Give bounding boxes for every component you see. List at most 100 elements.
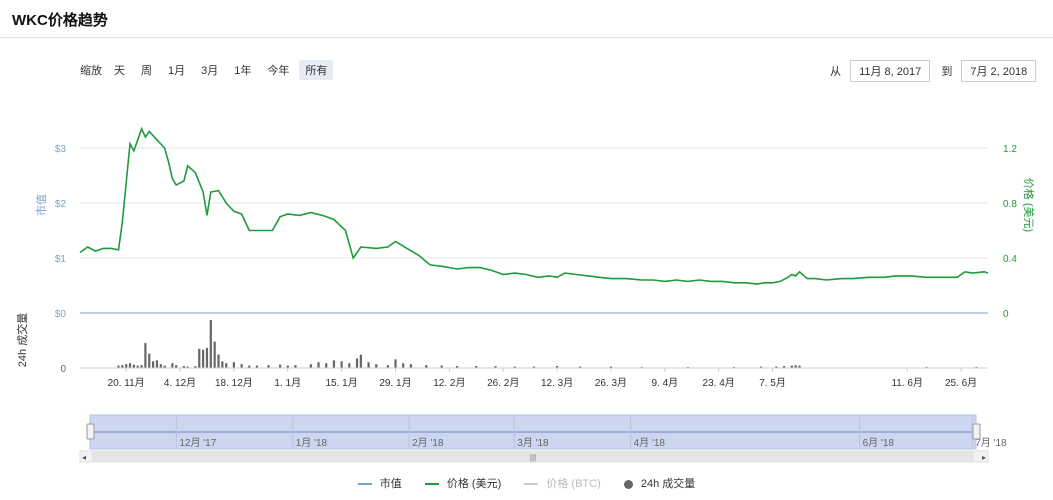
price-chart: $0 $1 $2 $3 市值 0 24h 成交量 0 0.4 0.8 1.2 价格 (美元) 20.… [15, 126, 1036, 463]
volume-bar [198, 348, 201, 368]
zoom-ytd-button[interactable]: 今年 [267, 65, 290, 77]
from-date-input[interactable]: 11月 8, 2017 [850, 60, 931, 82]
volume-bar [609, 366, 613, 368]
volume-bar [232, 362, 235, 368]
volume-bar [798, 365, 801, 368]
scrollbar-thumb[interactable] [92, 452, 974, 461]
volume-bar [782, 366, 786, 368]
volume-bars [80, 320, 988, 369]
volume-bar [117, 365, 120, 368]
volume-bar [267, 365, 270, 368]
navigator-label: 7月 '18 [975, 437, 1007, 449]
zoom-day-button[interactable]: 天 [114, 65, 125, 77]
x-tick-label: 11. 6月 [891, 377, 923, 389]
volume-bar [579, 366, 582, 368]
volume-bar [194, 366, 197, 368]
volume-bar [359, 354, 362, 368]
volume-bar [394, 359, 397, 368]
volume-bar [136, 365, 139, 368]
volume-bar [332, 360, 336, 368]
legend-line-icon [424, 483, 439, 486]
left-tick-label: $1 [55, 254, 67, 265]
x-tick-label: 12. 2月 [433, 377, 465, 389]
left-tick-label: $0 [55, 309, 67, 320]
x-tick-label: 20. 11月 [108, 377, 145, 389]
volume-bar [425, 365, 428, 368]
volume-bar [555, 366, 559, 368]
volume-bar [317, 362, 320, 368]
volume-bar [209, 320, 212, 368]
volume-bar [248, 365, 251, 368]
volume-bar [402, 363, 405, 368]
volume-bar [386, 365, 389, 368]
volume-bar [494, 366, 497, 368]
volume-bar [213, 341, 216, 368]
legend-line-icon [357, 483, 372, 486]
legend-dot-icon [623, 479, 633, 489]
navigator-label: 3月 '18 [517, 437, 549, 449]
navigator-label: 1月 '18 [296, 437, 328, 449]
from-label: 从 [830, 66, 841, 78]
to-date-input[interactable]: 7月 2, 2018 [961, 60, 1037, 82]
volume-bar [513, 366, 516, 368]
legend-item-volume[interactable]: 24h 成交量 [623, 475, 695, 491]
volume-bar [278, 364, 282, 368]
volume-bar [240, 364, 243, 368]
zoom-3m-button[interactable]: 3月 [201, 65, 219, 77]
volume-bar [409, 364, 412, 368]
volume-bar [148, 353, 151, 368]
volume-bar [171, 363, 174, 368]
left-axis: $0 $1 $2 $3 市值 0 24h 成交量 [15, 144, 66, 375]
right-axis-title: 价格 (美元) [1022, 178, 1036, 232]
x-tick-label: 23. 4月 [703, 377, 735, 389]
legend-item-market-cap[interactable]: 市值 [357, 475, 402, 491]
volume-bar [775, 366, 778, 368]
navigator-right-handle[interactable] [972, 423, 981, 440]
volume-bar [182, 366, 185, 368]
to-label: 到 [941, 66, 953, 78]
volume-bar [759, 366, 763, 368]
zoom-all-button[interactable]: 所有 [299, 60, 334, 80]
volume-bar [455, 366, 459, 368]
x-tick-label: 18. 12月 [215, 377, 253, 389]
volume-bar [375, 364, 378, 368]
navigator-label: 12月 '17 [179, 437, 216, 449]
left-axis-title: 市值 [34, 194, 48, 216]
legend: 市值 价格 (美元) 价格 (BTC) 24h 成交量 [0, 475, 1053, 491]
volume-tick-label: 0 [60, 364, 66, 375]
zoom-bar: 缩放 天 周 1月 3月 1年 今年 所有 [80, 60, 337, 80]
legend-item-price-btc[interactable]: 价格 (BTC) [524, 475, 601, 491]
volume-bar [128, 363, 132, 368]
legend-item-price-usd[interactable]: 价格 (美元) [424, 475, 501, 491]
volume-bar [532, 366, 536, 368]
volume-bar [175, 365, 178, 368]
volume-bar [140, 365, 143, 368]
volume-bar [367, 362, 370, 368]
zoom-1y-button[interactable]: 1年 [234, 65, 252, 77]
x-tick-label: 12. 3月 [541, 377, 573, 389]
volume-bar [144, 343, 147, 368]
volume-bar [132, 364, 135, 368]
volume-bar [475, 366, 478, 368]
volume-bar [152, 361, 155, 368]
x-tick-label: 26. 2月 [487, 377, 519, 389]
navigator-left-handle[interactable] [86, 423, 95, 440]
volume-bar [217, 354, 220, 368]
volume-bar [202, 349, 205, 368]
volume-bar [286, 365, 289, 368]
zoom-1m-button[interactable]: 1月 [168, 65, 186, 77]
scroll-left-icon: ◂ [82, 453, 86, 462]
volume-bar [221, 361, 224, 368]
zoom-label: 缩放 [80, 65, 102, 77]
right-tick-label: 1.2 [1003, 144, 1017, 155]
zoom-week-button[interactable]: 周 [141, 65, 152, 77]
volume-bar [186, 366, 189, 368]
x-axis: 20. 11月 4. 12月 18. 12月 1. 1月 15. 1月 29. 1月 12.… [108, 368, 977, 389]
x-tick-label: 1. 1月 [274, 377, 301, 389]
volume-bar [255, 365, 259, 368]
left-tick-label: $3 [55, 144, 67, 155]
right-tick-label: 0.4 [1003, 254, 1017, 265]
scroll-right-icon: ▸ [982, 453, 986, 462]
volume-bar [325, 363, 328, 368]
right-tick-label: 0 [1003, 309, 1009, 320]
